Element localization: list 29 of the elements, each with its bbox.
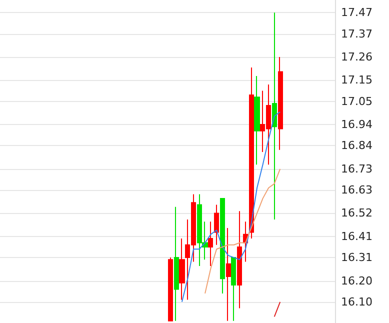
y-tick-label: 17.26 <box>341 50 372 64</box>
candlestick <box>208 221 213 266</box>
line-series <box>181 111 281 302</box>
y-tick-label: 16.73 <box>341 162 372 176</box>
y-tick-label: 17.05 <box>341 94 372 108</box>
y-tick-label: 16.94 <box>341 118 372 132</box>
candlestick <box>179 238 185 300</box>
y-tick-label: 17.15 <box>341 74 372 87</box>
candlestick <box>249 67 254 240</box>
y-tick-label: 16.10 <box>341 295 372 308</box>
y-tick-label: 16.20 <box>341 274 372 288</box>
candlestick <box>254 76 260 166</box>
line-series <box>204 168 281 294</box>
candlestick <box>174 206 179 322</box>
y-tick-label: 16.31 <box>341 251 372 264</box>
y-tick-label: 16.41 <box>341 230 372 243</box>
y-tick-label: 16.52 <box>341 206 372 220</box>
candlestick <box>272 12 277 220</box>
candlestick <box>214 204 219 246</box>
candlestick <box>168 257 173 322</box>
y-tick-label: 17.37 <box>341 27 372 40</box>
y-tick-label: 16.84 <box>341 139 372 152</box>
candlestick <box>278 56 283 150</box>
candlestick <box>231 257 236 322</box>
y-tick-label: 16.63 <box>341 184 372 196</box>
candlestick <box>226 228 231 322</box>
y-tick-label: 17.47 <box>341 6 372 20</box>
candlestick <box>237 210 242 309</box>
candlestick <box>220 198 225 294</box>
